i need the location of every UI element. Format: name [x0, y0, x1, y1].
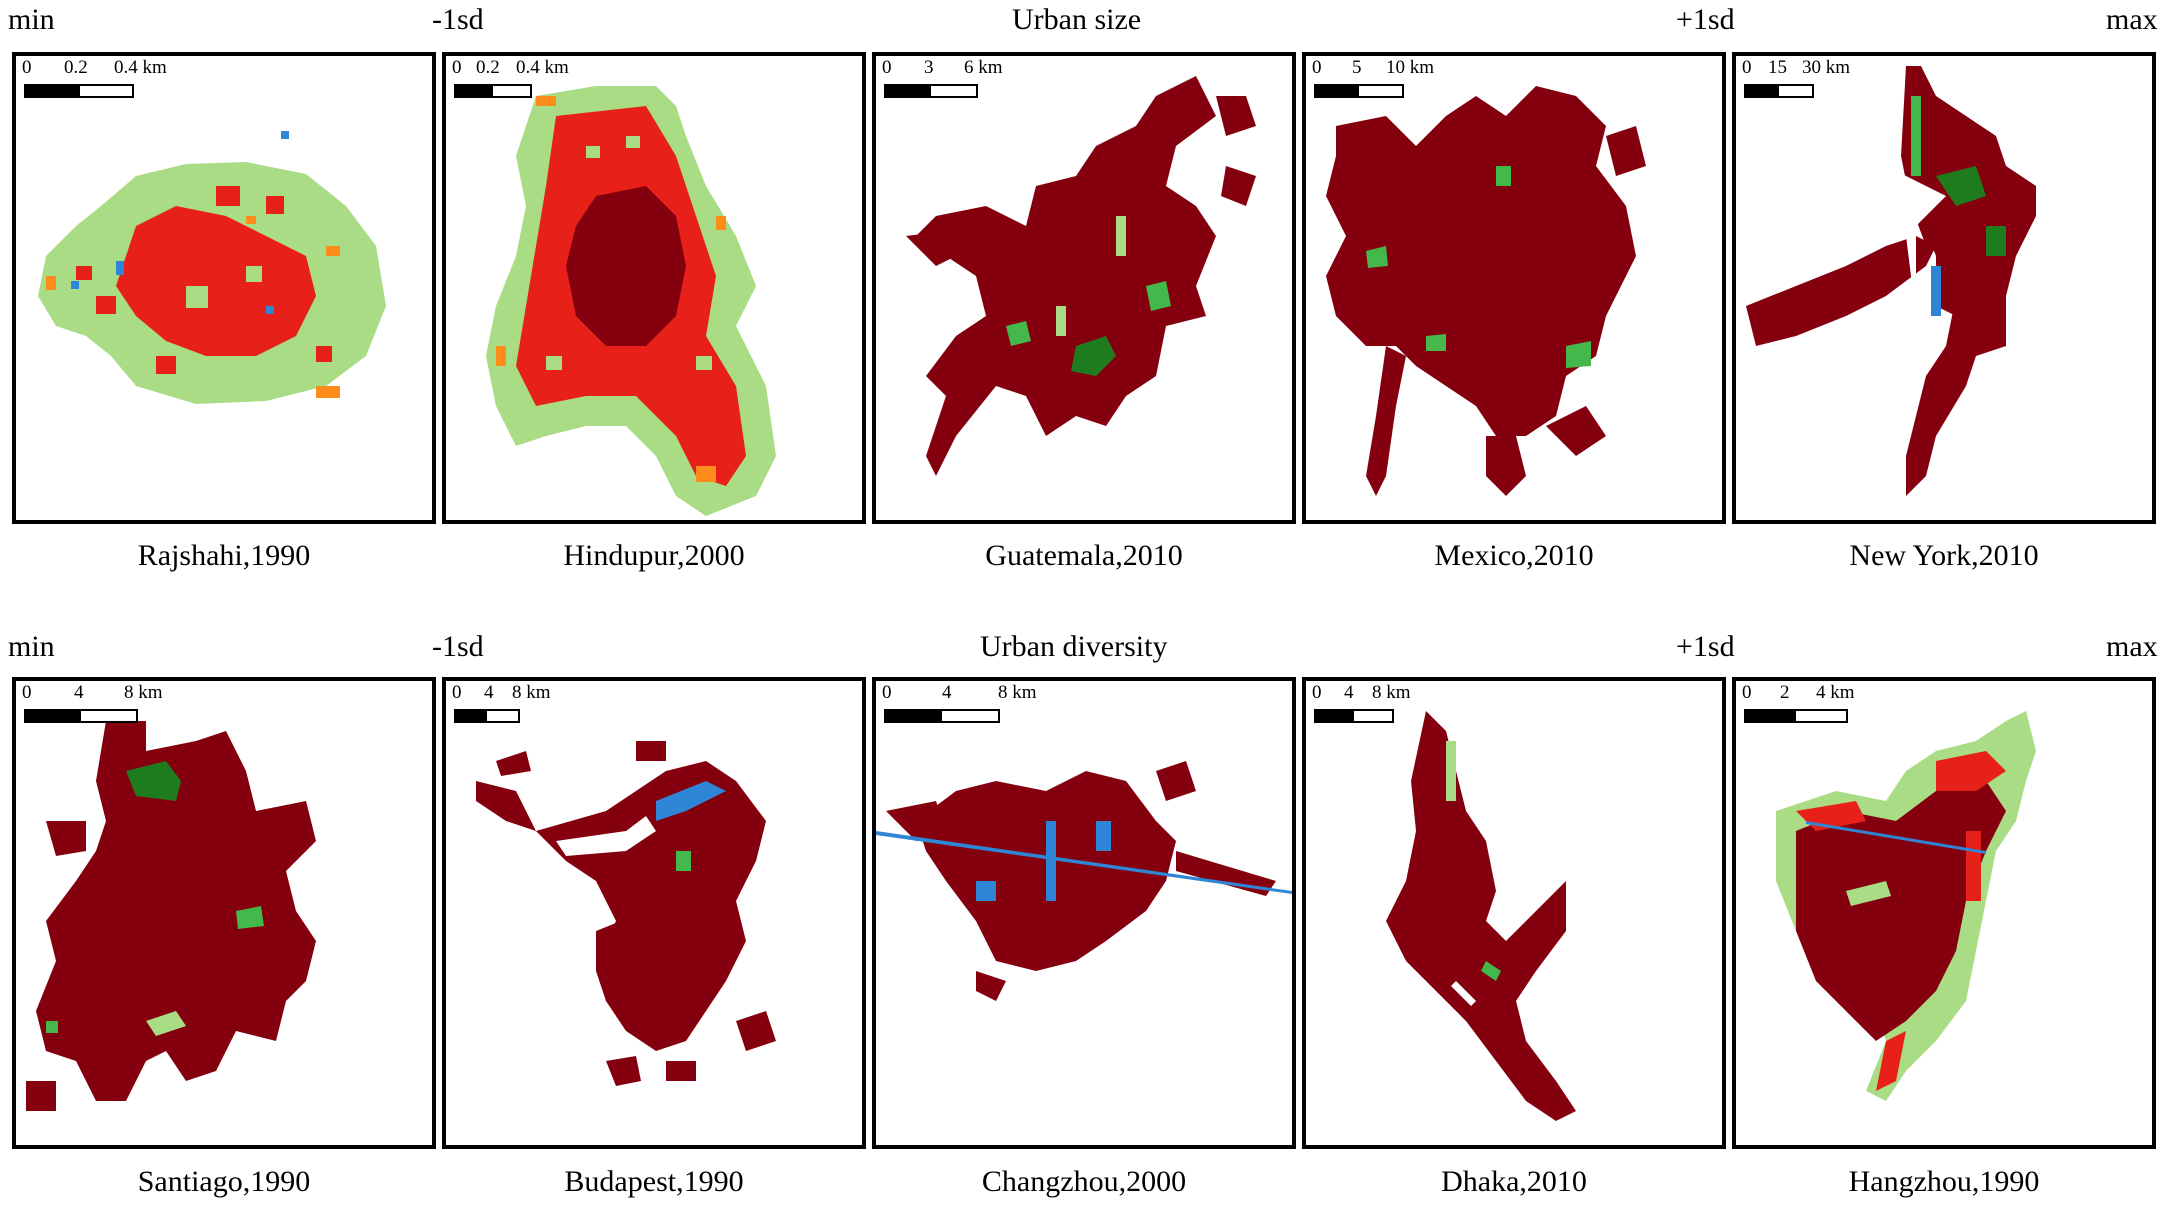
caption-rajshahi: Rajshahi,1990	[137, 539, 311, 572]
urban-map-hindupur	[486, 86, 776, 516]
caption-budapest: Budapest,1990	[564, 1165, 744, 1198]
map-panel-new-york: 0 15 30 km	[1732, 52, 2156, 524]
urban-map-dhaka	[1386, 711, 1576, 1121]
urban-map-changzhou	[876, 761, 1292, 1001]
scale-bar: 0 5 10 km	[1312, 58, 1462, 104]
label-min: min	[8, 630, 55, 663]
urban-map-budapest	[476, 741, 776, 1086]
caption-guatemala: Guatemala,2010	[985, 539, 1183, 572]
label-minus-1sd: -1sd	[432, 3, 484, 36]
scale-bar: 0 0.2 0.4 km	[452, 58, 602, 104]
urban-map-hangzhou	[1776, 711, 2036, 1101]
label-plus-1sd: +1sd	[1676, 3, 1735, 36]
caption-new-york: New York,2010	[1849, 539, 2039, 572]
urban-map-santiago	[26, 721, 316, 1111]
label-minus-1sd: -1sd	[432, 630, 484, 663]
label-plus-1sd: +1sd	[1676, 630, 1735, 663]
map-panel-rajshahi: 0 0.2 0.4 km	[12, 52, 436, 524]
map-panel-hindupur: 0 0.2 0.4 km	[442, 52, 866, 524]
caption-hindupur: Hindupur,2000	[563, 539, 745, 572]
caption-hangzhou: Hangzhou,1990	[1848, 1165, 2040, 1198]
caption-mexico: Mexico,2010	[1434, 539, 1594, 572]
label-max: max	[2106, 630, 2158, 663]
caption-santiago: Santiago,1990	[137, 1165, 311, 1198]
row-title-urban-size: Urban size	[1012, 3, 1142, 36]
caption-changzhou: Changzhou,2000	[981, 1165, 1187, 1198]
label-min: min	[8, 3, 55, 36]
urban-map-new-york	[1746, 66, 2036, 496]
urban-map-guatemala	[906, 76, 1256, 476]
label-max: max	[2106, 3, 2158, 36]
scale-bar: 0 15 30 km	[1742, 58, 1892, 104]
urban-map-mexico	[1326, 86, 1646, 496]
scale-bar: 0 0.2 0.4 km	[22, 58, 172, 104]
row-title-urban-diversity: Urban diversity	[980, 630, 1168, 663]
map-panel-mexico: 0 5 10 km	[1302, 52, 1726, 524]
urban-map-rajshahi	[38, 131, 386, 404]
caption-dhaka: Dhaka,2010	[1441, 1165, 1587, 1198]
